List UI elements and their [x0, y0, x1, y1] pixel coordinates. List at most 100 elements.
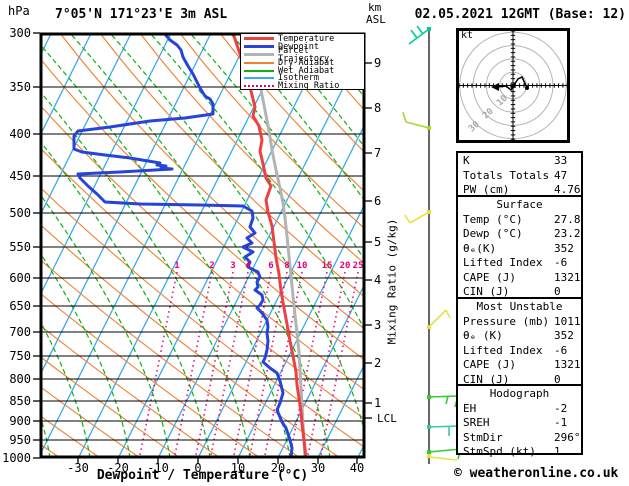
temperature-tick-label: 40	[349, 461, 365, 475]
table-section-title: Hodograph	[489, 387, 550, 400]
wet-adiabat-line	[40, 90, 251, 458]
mixing-ratio-line	[209, 271, 249, 458]
hodograph-unit-label: kt	[461, 30, 474, 41]
mixing-ratio-line	[173, 271, 213, 458]
table-row: EH -2	[458, 402, 581, 417]
legend-item: Isotherm	[241, 74, 364, 83]
wind-barb	[428, 456, 458, 461]
pressure-tick-label: 400	[9, 127, 31, 141]
table-row-value: -6	[554, 343, 568, 357]
wet-adiabat-line	[189, 33, 365, 262]
table-section-title: Most Unstable	[476, 300, 563, 313]
table-row-label: Temp (°C)	[463, 212, 523, 226]
pressure-tick-label: 650	[9, 299, 31, 313]
table-row-value: 0	[554, 285, 561, 298]
wet-adiabat-line	[109, 33, 365, 437]
table-row-value: 1	[554, 445, 561, 458]
table-section: Surface Temp (°C) 27.8 Dewp (°C) 23.2 θₑ(K) 35…	[456, 195, 583, 299]
table-row-value: -6	[554, 256, 568, 269]
legend-item: Temperature	[241, 35, 364, 43]
mixing-ratio-value-label: 1	[174, 261, 180, 271]
temperature-tick-label: -30	[67, 461, 89, 475]
dry-adiabat-line	[40, 57, 365, 361]
pressure-tick-label: 900	[9, 414, 31, 428]
wind-barb	[428, 395, 459, 408]
parcel-trajectory-trace	[244, 33, 307, 458]
legend-swatch-parcel-trajectory	[244, 53, 274, 57]
mixing-ratio-value-label: 25	[352, 261, 364, 271]
table-row: Totals Totals 47	[458, 169, 581, 184]
mixing-ratio-value-label: 2	[209, 261, 215, 271]
pressure-unit-label: hPa	[8, 4, 30, 18]
table-row-label: CIN (J)	[463, 285, 510, 298]
wind-barb-dot	[427, 27, 431, 31]
table-row-value: 296°	[554, 430, 581, 444]
pressure-tick-label: 550	[9, 240, 31, 254]
table-row-label: SREH	[463, 416, 490, 429]
table-row: Lifted Index -6	[458, 344, 581, 359]
mixing-ratio-value-label: 4	[245, 261, 251, 271]
table-row-label: CIN (J)	[463, 372, 510, 386]
wet-adiabat-line	[149, 33, 365, 332]
table-row-label: CAPE (J)	[463, 270, 516, 284]
x-axis-title: Dewpoint / Temperature (°C)	[96, 468, 309, 483]
wet-adiabat-line	[40, 251, 131, 458]
isotherm-line	[40, 33, 172, 297]
wet-adiabat-line	[69, 33, 331, 458]
legend-swatch-dry-adiabat	[244, 61, 274, 64]
wet-adiabat-line	[40, 140, 211, 458]
table-row-value: 352	[554, 241, 574, 255]
table-row-value: 23.2	[554, 227, 581, 240]
table-row-label: Lifted Index	[463, 343, 543, 357]
table-row-value: 352	[554, 329, 574, 342]
table-row-value: -1	[554, 416, 568, 429]
dry-adiabat-line	[40, 292, 261, 458]
isotherm-line	[40, 33, 132, 217]
isotherm-line	[40, 33, 212, 377]
table-row: CIN (J) 0	[458, 373, 581, 388]
wind-barb	[402, 111, 430, 129]
temperature-tick-label: 0	[194, 461, 202, 475]
temperature-tick-label: 30	[310, 461, 326, 475]
legend-swatch-isotherm	[244, 77, 274, 80]
table-row: CAPE (J) 1321	[458, 271, 581, 286]
table-section-title: Surface	[496, 198, 543, 211]
dry-adiabat-line	[40, 258, 301, 458]
table-row: StmDir 296°	[458, 431, 581, 446]
temperature-trace	[231, 33, 308, 458]
table-section: K 33 Totals Totals 47 PW (cm) 4.76	[456, 151, 583, 197]
wet-adiabat-line	[229, 33, 365, 203]
mixing-ratio-value-label: 3	[230, 261, 236, 271]
table-row: StmSpd (kt) 1	[458, 445, 581, 460]
legend-swatch-wet-adiabat	[244, 69, 274, 72]
legend-label: Parcel Trajectory	[278, 45, 330, 64]
legend-item: Parcel Trajectory	[241, 46, 364, 63]
table-row-value: -2	[554, 401, 568, 415]
wet-adiabat-line	[40, 193, 171, 458]
legend-item: Wet Adiabat	[241, 66, 364, 75]
table-row: Dewp (°C) 23.2	[458, 227, 581, 242]
legend: Temperature Dewpoint Parcel Trajectory Dry …	[240, 33, 365, 92]
isotherm-line	[317, 361, 365, 458]
isotherm-line	[277, 282, 365, 458]
indices-table: K 33 Totals Totals 47 PW (cm) 4.76 Surface Temp…	[456, 151, 583, 458]
dry-adiabat-line	[40, 104, 365, 391]
mixing-ratio-value-label: 6	[268, 261, 274, 271]
legend-swatch-mixing-ratio	[244, 85, 274, 88]
legend-item: Mixing Ratio	[241, 81, 364, 92]
mixing-ratio-value-label: 20	[339, 261, 351, 271]
pressure-tick-label: 600	[9, 271, 31, 285]
km-tick-label: 4	[374, 273, 382, 287]
wind-barb-dot	[427, 454, 431, 458]
legend-swatch-temperature	[244, 37, 274, 41]
km-tick-label: 3	[374, 318, 382, 332]
pressure-tick-label: 450	[9, 169, 31, 183]
footer-credit: © weatheronline.co.uk	[454, 466, 619, 481]
page-title: 7°05'N 171°23'E 3m ASL	[55, 7, 228, 22]
run-date: 02.05.2021 12GMT (Base: 12)	[414, 7, 626, 22]
table-row-label: StmDir	[463, 430, 503, 444]
legend-item: Dewpoint	[241, 43, 364, 51]
legend-label: Temperature	[278, 33, 335, 44]
legend-label: Mixing Ratio	[278, 81, 340, 92]
pressure-tick-label: 950	[9, 433, 31, 447]
